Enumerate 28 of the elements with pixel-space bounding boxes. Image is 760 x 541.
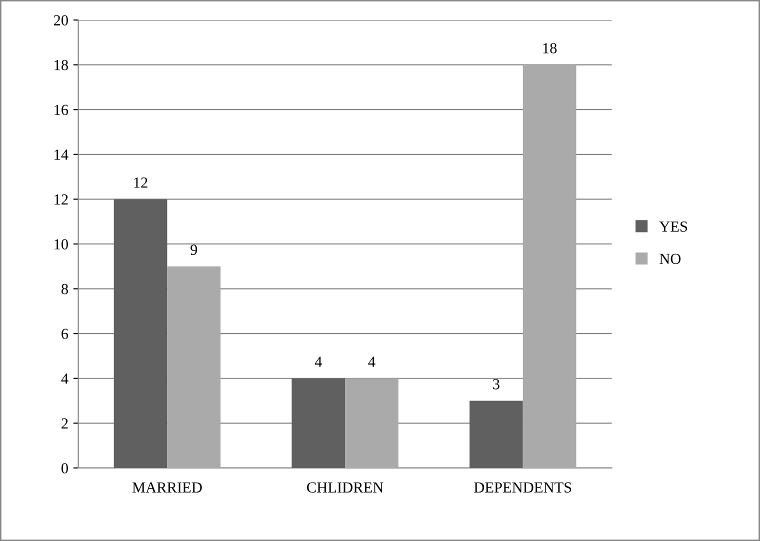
bar: [167, 266, 221, 468]
bar: [114, 199, 168, 468]
y-tick-label: 4: [61, 374, 68, 384]
y-tick-label: 14: [54, 150, 68, 160]
y-tick-label: 20: [54, 15, 68, 26]
x-tick-label: MARRIED: [132, 482, 202, 492]
data-label: 18: [543, 43, 557, 54]
legend-label: YES: [659, 221, 688, 232]
y-tick-label: 12: [54, 194, 68, 204]
data-label: 4: [314, 356, 322, 367]
legend-label: NO: [660, 254, 681, 264]
bar: [522, 64, 576, 468]
y-tick-label: 8: [62, 284, 68, 294]
data-label: 12: [134, 177, 148, 188]
bar: [292, 378, 346, 468]
y-tick-label: 2: [62, 418, 68, 428]
y-tick-label: 0: [62, 463, 68, 474]
x-tick-label: CHLIDREN: [307, 482, 384, 493]
bar: [470, 400, 523, 468]
data-label: 4: [368, 356, 376, 367]
bar: [345, 378, 398, 468]
data-label: 9: [190, 244, 198, 255]
y-tick-label: 6: [62, 328, 68, 340]
x-tick-label: DEPENDENTS: [474, 482, 572, 493]
y-tick-label: 18: [54, 60, 68, 70]
y-tick-label: 10: [54, 239, 68, 250]
data-label: 3: [493, 379, 500, 390]
y-tick-label: 16: [54, 104, 68, 116]
